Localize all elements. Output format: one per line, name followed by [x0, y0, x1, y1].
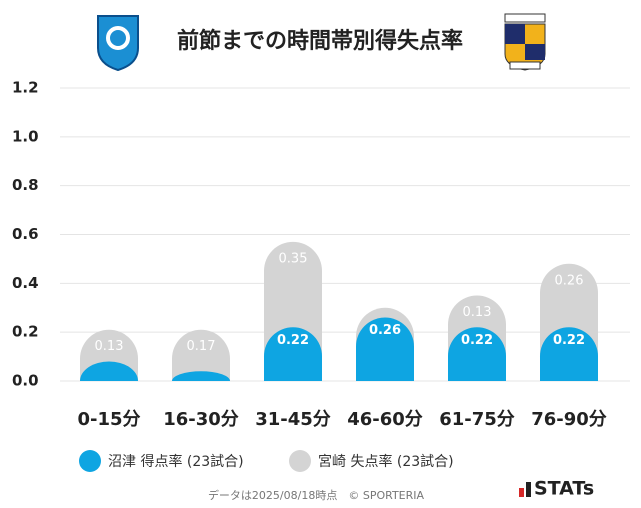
brand: STATs: [534, 478, 594, 500]
x-tick-label: 0-15分: [77, 409, 140, 430]
bar-segment: [172, 371, 230, 381]
y-tick-label: 1.2: [12, 79, 39, 97]
home-logo: [97, 15, 139, 72]
y-tick-label: 1.0: [12, 127, 39, 145]
legend-label: 宮崎 失点率 (23試合): [318, 453, 454, 470]
brand-icon: [519, 482, 531, 497]
chart-title: 前節までの時間帯別得失点率: [177, 28, 463, 54]
bar-segment: [264, 327, 322, 381]
value-label: 0.17: [187, 339, 216, 354]
y-tick-label: 0.4: [12, 274, 39, 292]
y-tick-label: 0.6: [12, 225, 39, 243]
legend-label: 沼津 得点率 (23試合): [108, 453, 244, 470]
value-label: 0.35: [279, 251, 308, 266]
bar-segment: [172, 329, 230, 381]
y-tick-label: 0.2: [12, 323, 39, 341]
x-tick-label: 31-45分: [255, 409, 331, 430]
away-logo: [504, 13, 546, 71]
bar-segment: [264, 241, 322, 357]
value-label: 0.22: [461, 333, 493, 348]
y-tick-label: 0.8: [12, 176, 39, 194]
x-tick-label: 46-60分: [347, 409, 423, 430]
legend-swatch: [79, 450, 101, 472]
footer: データは2025/08/18時点 © SPORTERIA: [208, 488, 425, 502]
value-label: 0.13: [95, 339, 124, 354]
x-tick-label: 76-90分: [531, 409, 607, 430]
x-tick-label: 16-30分: [163, 409, 239, 430]
value-label: 0.13: [463, 305, 492, 320]
bar-segment: [540, 327, 598, 381]
x-tick-label: 61-75分: [439, 409, 515, 430]
bar-segment: [448, 327, 506, 381]
legend-swatch: [289, 450, 311, 472]
bar-segment: [80, 361, 138, 381]
value-label: 0.26: [555, 273, 584, 288]
y-tick-label: 0.0: [12, 372, 39, 390]
value-label: 0.26: [369, 323, 401, 338]
value-label: 0.22: [553, 333, 585, 348]
bar-segment: [356, 317, 414, 381]
value-label: 0.22: [277, 333, 309, 348]
